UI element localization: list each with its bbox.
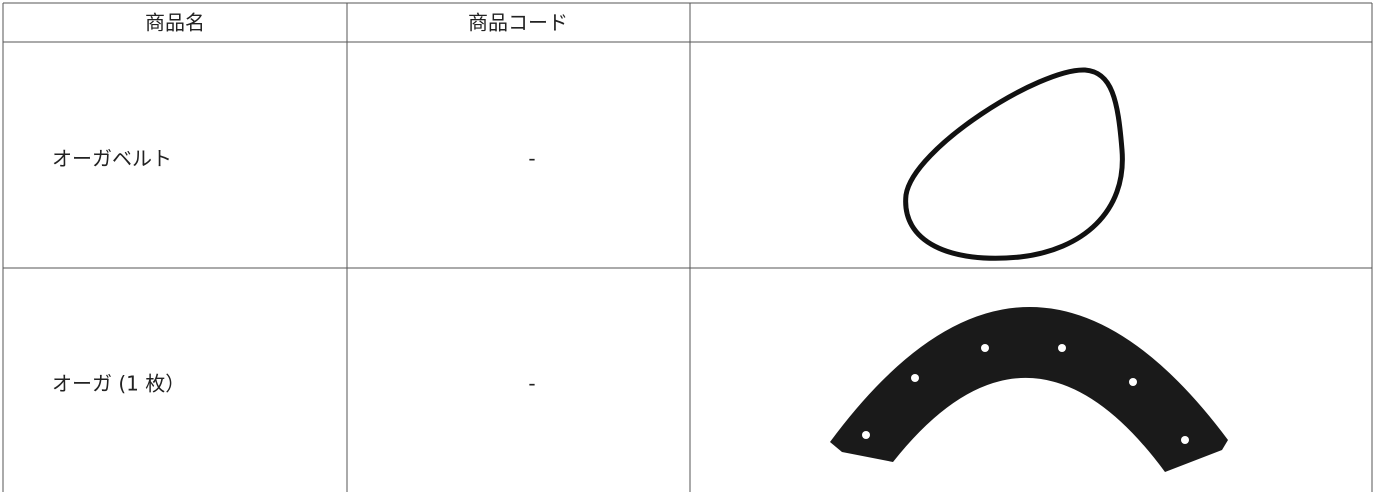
- product-name: オーガベルト: [52, 147, 172, 171]
- product-code: -: [528, 372, 535, 396]
- product-name: オーガ (1 枚）: [52, 372, 185, 396]
- header-cell: 商品コード: [468, 11, 568, 35]
- belt-image: [903, 67, 1125, 261]
- product-code: -: [528, 147, 535, 171]
- auger-image: [830, 306, 1228, 472]
- header-cell: 商品名: [145, 11, 205, 35]
